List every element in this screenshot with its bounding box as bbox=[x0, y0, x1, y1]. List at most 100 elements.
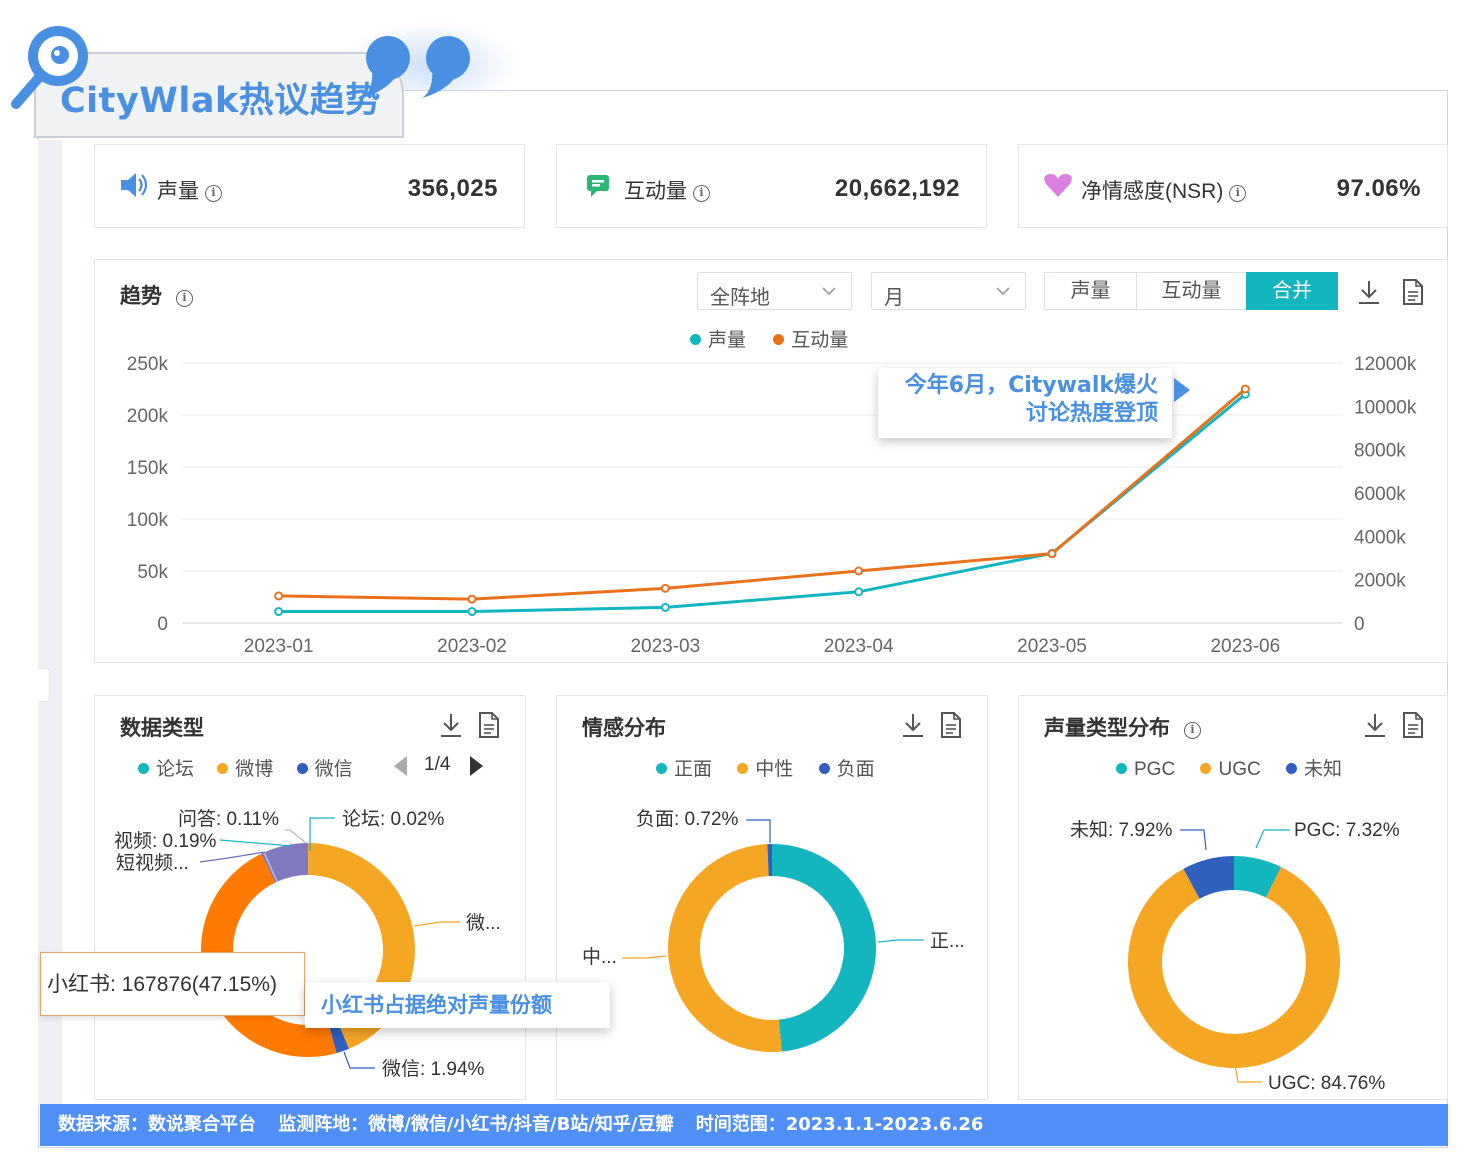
legend-item[interactable]: 正面 bbox=[656, 759, 712, 780]
legend-item[interactable]: 声量 bbox=[690, 330, 746, 351]
download-icon[interactable] bbox=[438, 711, 464, 739]
kpi-value: 97.06% bbox=[1336, 175, 1421, 202]
x-tick-label: 2023-03 bbox=[630, 636, 700, 657]
y-left-tick-label: 250k bbox=[127, 354, 169, 375]
leader-line bbox=[219, 839, 293, 847]
x-tick-label: 2023-06 bbox=[1210, 636, 1280, 657]
period-select[interactable]: 月 bbox=[871, 272, 1026, 310]
donut-slice[interactable] bbox=[264, 843, 308, 882]
data-type-donut: 论坛: 0.02% 问答: 0.11% 视频: 0.19% 短视频... 微..… bbox=[114, 808, 501, 1080]
donut-slice[interactable] bbox=[262, 852, 278, 882]
y-right-tick-label: 4000k bbox=[1354, 527, 1406, 548]
legend-label: UGC bbox=[1218, 759, 1261, 780]
info-icon[interactable]: i bbox=[693, 185, 710, 202]
info-icon[interactable]: i bbox=[1184, 722, 1201, 739]
slice-label-pgc: PGC: 7.32% bbox=[1294, 820, 1400, 841]
chevron-down-icon bbox=[996, 287, 1010, 296]
panel-title: 情感分布 bbox=[582, 717, 666, 740]
y-left-tick-label: 200k bbox=[127, 406, 169, 427]
legend-item[interactable]: 论坛 bbox=[138, 759, 194, 780]
legend-label: 正面 bbox=[674, 759, 713, 780]
donut-slice[interactable] bbox=[264, 852, 278, 882]
data-point[interactable] bbox=[467, 607, 477, 617]
footer-range: 时间范围：2023.1.1-2023.6.26 bbox=[695, 1114, 984, 1135]
footer-source: 数据来源：数说聚合平台 bbox=[58, 1114, 256, 1135]
title-tab bbox=[34, 52, 404, 138]
data-point[interactable] bbox=[274, 591, 284, 601]
data-point[interactable] bbox=[854, 566, 864, 576]
callout-line: 今年6月，Citywalk爆火 bbox=[904, 373, 1158, 398]
legend-item[interactable]: PGC bbox=[1116, 759, 1175, 780]
y-right-tick-label: 12000k bbox=[1354, 354, 1417, 375]
segment-volume[interactable]: 声量 bbox=[1044, 272, 1137, 310]
slice-label-unknown: 未知: 7.92% bbox=[1070, 819, 1173, 841]
document-icon[interactable] bbox=[1400, 278, 1426, 306]
leader-line bbox=[413, 921, 460, 927]
data-point[interactable] bbox=[854, 587, 864, 597]
info-icon[interactable]: i bbox=[176, 290, 193, 307]
donut-slice[interactable] bbox=[1183, 856, 1234, 899]
speaker-icon bbox=[121, 173, 147, 197]
chart-tooltip: 小红书: 167876(47.15%) bbox=[40, 952, 305, 1016]
data-point[interactable] bbox=[660, 583, 670, 593]
donut-slice[interactable] bbox=[1234, 856, 1282, 898]
legend-dot bbox=[296, 763, 308, 774]
data-point[interactable] bbox=[1240, 384, 1250, 394]
donut-slice[interactable] bbox=[1128, 867, 1340, 1068]
kpi-card-nsr: 净情感度(NSR) i 97.06% bbox=[1018, 144, 1448, 228]
leader-line bbox=[1180, 829, 1207, 851]
legend-item[interactable]: 微信 bbox=[296, 759, 353, 780]
document-icon[interactable] bbox=[1400, 711, 1426, 739]
slice-label-ugc: UGC: 84.76% bbox=[1268, 1073, 1385, 1094]
legend-label: 微博 bbox=[235, 759, 274, 780]
legend-item[interactable]: 负面 bbox=[818, 759, 875, 780]
download-icon[interactable] bbox=[900, 711, 926, 739]
legend-item[interactable]: 中性 bbox=[737, 759, 793, 780]
donut-slice[interactable] bbox=[767, 844, 772, 877]
document-icon[interactable] bbox=[938, 711, 964, 739]
info-icon[interactable]: i bbox=[1229, 185, 1247, 202]
data-point[interactable] bbox=[660, 602, 670, 612]
legend-dot bbox=[773, 334, 785, 345]
legend-dot bbox=[138, 763, 149, 774]
kpi-value: 20,662,192 bbox=[834, 175, 960, 202]
segment-interaction[interactable]: 互动量 bbox=[1136, 272, 1247, 310]
slice-label-video: 视频: 0.19% bbox=[114, 830, 217, 852]
legend-label: 中性 bbox=[755, 759, 794, 780]
pager-next-icon[interactable] bbox=[470, 756, 484, 776]
download-icon[interactable] bbox=[1362, 711, 1388, 739]
volume-type-panel bbox=[1018, 695, 1448, 1100]
donut-slice[interactable] bbox=[668, 844, 782, 1052]
pager-prev-icon[interactable] bbox=[394, 756, 408, 776]
legend-dot bbox=[690, 334, 701, 345]
y-left-tick-label: 0 bbox=[157, 614, 168, 635]
donut-slice[interactable] bbox=[261, 852, 277, 883]
data-point[interactable] bbox=[1047, 549, 1057, 559]
data-point[interactable] bbox=[467, 594, 477, 604]
legend-item[interactable]: 未知 bbox=[1285, 759, 1342, 780]
y-right-tick-label: 6000k bbox=[1354, 484, 1406, 505]
data-point[interactable] bbox=[274, 607, 284, 617]
pager-text: 1/4 bbox=[424, 754, 451, 775]
slice-label-short-video: 短视频... bbox=[116, 852, 189, 874]
x-tick-label: 2023-04 bbox=[824, 636, 894, 657]
kpi-card-volume: 声量 i 356,025 bbox=[94, 144, 525, 228]
kpi-card-interaction: 互动量 i 20,662,192 bbox=[556, 144, 987, 228]
download-icon[interactable] bbox=[1356, 278, 1382, 306]
leader-line bbox=[343, 1051, 375, 1069]
volume-type-legend: PGC UGC 未知 bbox=[1116, 754, 1364, 781]
page-title: CityWlak热议趋势 bbox=[60, 81, 381, 121]
info-icon[interactable]: i bbox=[205, 185, 222, 202]
platform-select[interactable]: 全阵地 bbox=[697, 272, 852, 310]
legend-label: PGC bbox=[1134, 759, 1176, 780]
legend-item[interactable]: 互动量 bbox=[773, 330, 848, 351]
segment-combined[interactable]: 合并 bbox=[1246, 272, 1338, 310]
y-right-tick-label: 2000k bbox=[1354, 571, 1406, 592]
document-icon[interactable] bbox=[476, 711, 502, 739]
legend-item[interactable]: UGC bbox=[1200, 759, 1261, 780]
side-collapse-tab[interactable] bbox=[38, 668, 50, 702]
footer-platforms: 监测阵地：微博/微信/小红书/抖音/B站/知乎/豆瓣 bbox=[278, 1114, 674, 1135]
legend-item[interactable]: 微博 bbox=[217, 759, 273, 780]
panel-title: 趋势 bbox=[120, 285, 162, 308]
donut-slice[interactable] bbox=[772, 844, 877, 1052]
